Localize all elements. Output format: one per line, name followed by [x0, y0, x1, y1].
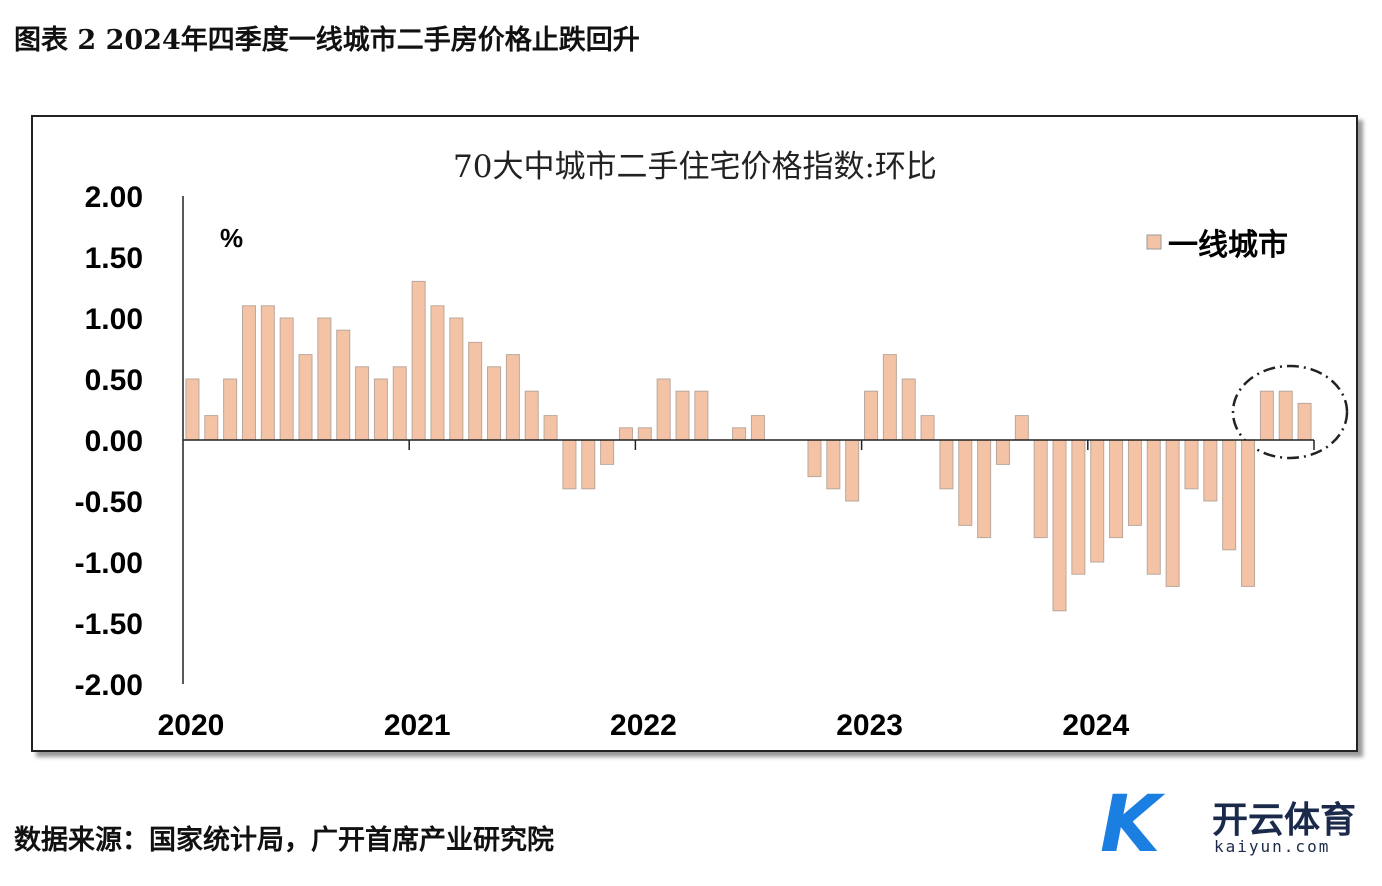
- bar: [1146, 439, 1161, 575]
- bar: [373, 378, 388, 441]
- bar: [845, 439, 860, 502]
- bar: [958, 439, 973, 526]
- bar: [1127, 439, 1142, 526]
- bar: [901, 378, 916, 441]
- bar: [487, 366, 502, 441]
- bar: [1165, 439, 1180, 587]
- logo-k-icon: K: [1100, 780, 1161, 870]
- bar: [1297, 402, 1312, 441]
- bar: [392, 366, 407, 441]
- bar: [1222, 439, 1237, 551]
- x-tick-label: 2020: [158, 709, 225, 742]
- bar: [637, 427, 652, 441]
- bar: [939, 439, 954, 490]
- legend-swatch: [1146, 234, 1162, 250]
- bar: [1090, 439, 1105, 563]
- y-tick-label: 1.50: [85, 242, 143, 275]
- watermark-logo: K 开云体育 kaiyun.com: [1100, 785, 1370, 865]
- bar: [260, 305, 275, 441]
- x-tick-label: 2022: [610, 709, 677, 742]
- y-tick-label: 2.00: [85, 181, 143, 214]
- bar: [336, 329, 351, 441]
- source-note: 数据来源：国家统计局，广开首席产业研究院: [14, 825, 554, 856]
- bar: [355, 366, 370, 441]
- bar: [1259, 390, 1274, 441]
- bar: [694, 390, 709, 441]
- bar: [1052, 439, 1067, 612]
- bar: [562, 439, 577, 490]
- chart-title: 70大中城市二手住宅价格指数:环比: [453, 149, 937, 185]
- bar: [600, 439, 615, 465]
- y-tick-label: -2.00: [75, 669, 143, 702]
- y-unit-label: %: [220, 223, 243, 253]
- logo-cn: 开云体育: [1212, 800, 1357, 841]
- bar: [807, 439, 822, 478]
- bar: [1071, 439, 1086, 575]
- bar: [864, 390, 879, 441]
- bar: [411, 280, 426, 441]
- bar: [750, 415, 765, 441]
- bar: [223, 378, 238, 441]
- bar: [468, 341, 483, 441]
- bar: [1014, 415, 1029, 441]
- bar: [977, 439, 992, 539]
- bar: [826, 439, 841, 490]
- bar: [505, 354, 520, 441]
- bar: [1033, 439, 1048, 539]
- bar: [241, 305, 256, 441]
- bar: [675, 390, 690, 441]
- bar: [732, 427, 747, 441]
- y-tick-label: 0.00: [85, 425, 143, 458]
- y-tick-label: 0.50: [85, 364, 143, 397]
- bar: [1109, 439, 1124, 539]
- bar: [882, 354, 897, 441]
- y-tick-label: -0.50: [75, 486, 143, 519]
- bar: [1184, 439, 1199, 490]
- legend-label: 一线城市: [1168, 228, 1288, 263]
- bar: [618, 427, 633, 441]
- bar: [1278, 390, 1293, 441]
- highlight-circle: [1231, 364, 1349, 460]
- bar: [581, 439, 596, 490]
- chart-frame: [31, 115, 1358, 752]
- bar: [543, 415, 558, 441]
- bar: [1203, 439, 1218, 502]
- x-tick-label: 2021: [384, 709, 451, 742]
- bar: [1241, 439, 1256, 587]
- bar: [920, 415, 935, 441]
- bar: [995, 439, 1010, 465]
- bar: [185, 378, 200, 441]
- figure-title: 图表 2 2024年四季度一线城市二手房价格止跌回升: [14, 25, 640, 56]
- bar: [279, 317, 294, 441]
- bar: [298, 354, 313, 441]
- logo-en: kaiyun.com: [1214, 837, 1331, 856]
- y-tick-label: -1.50: [75, 608, 143, 641]
- y-tick-label: -1.00: [75, 547, 143, 580]
- y-tick-label: 1.00: [85, 303, 143, 336]
- bar: [430, 305, 445, 441]
- bar: [524, 390, 539, 441]
- bar: [317, 317, 332, 441]
- bar: [656, 378, 671, 441]
- x-tick-label: 2023: [836, 709, 903, 742]
- x-tick-label: 2024: [1062, 709, 1129, 742]
- bar: [449, 317, 464, 441]
- bar: [204, 415, 219, 441]
